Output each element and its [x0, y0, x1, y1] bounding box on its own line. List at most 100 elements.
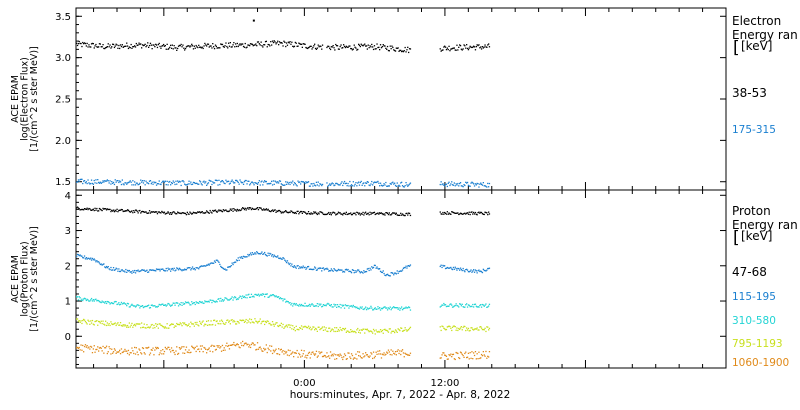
data-point: [97, 210, 99, 212]
data-point: [228, 348, 231, 350]
data-point: [391, 272, 393, 274]
data-point: [246, 256, 248, 258]
data-point: [136, 323, 138, 325]
data-point: [169, 324, 171, 327]
data-point: [278, 41, 281, 43]
data-point: [185, 346, 188, 348]
data-point: [306, 326, 308, 329]
data-point: [278, 348, 280, 350]
data-point: [220, 180, 223, 182]
data-point: [358, 212, 361, 214]
data-point: [169, 268, 171, 270]
data-point: [302, 211, 304, 213]
data-point: [144, 353, 146, 355]
data-point: [488, 186, 490, 188]
data-point: [225, 345, 227, 347]
data-point: [242, 183, 245, 185]
data-point: [408, 328, 410, 331]
data-point: [361, 357, 363, 359]
data-point: [84, 42, 87, 45]
data-point: [379, 329, 382, 331]
data-point: [95, 320, 97, 322]
data-point: [136, 210, 138, 212]
data-point: [385, 329, 387, 331]
data-point: [234, 296, 236, 298]
data-point: [294, 41, 296, 44]
data-point: [200, 301, 202, 304]
data-point: [90, 182, 92, 185]
data-point: [335, 182, 337, 185]
data-point: [296, 45, 298, 47]
data-point: [243, 321, 246, 323]
data-point: [248, 293, 250, 295]
data-point: [444, 265, 446, 267]
data-point: [325, 356, 327, 358]
data-point: [345, 268, 347, 270]
data-point: [327, 185, 329, 187]
y-tick-label: 0: [65, 332, 71, 343]
data-point: [121, 179, 123, 181]
data-point: [442, 211, 444, 214]
data-point: [287, 301, 289, 303]
data-point: [439, 183, 441, 186]
data-point: [310, 183, 312, 185]
data-point: [348, 185, 350, 187]
series-1060-1900: [76, 340, 491, 361]
data-point: [356, 211, 358, 213]
data-point: [474, 328, 477, 330]
data-point: [256, 348, 258, 351]
data-point: [90, 179, 93, 181]
data-point: [488, 211, 490, 213]
data-point: [195, 267, 197, 269]
data-point: [233, 319, 235, 322]
data-point: [385, 274, 387, 277]
data-point: [354, 183, 356, 186]
data-point: [202, 351, 204, 353]
data-point: [122, 210, 124, 213]
data-point: [204, 182, 206, 184]
data-point: [242, 340, 244, 343]
data-point: [253, 184, 255, 186]
data-point: [97, 261, 99, 263]
data-point: [382, 44, 384, 46]
data-point: [344, 182, 347, 185]
data-point: [384, 306, 386, 308]
data-point: [347, 46, 349, 48]
data-point: [99, 263, 101, 266]
data-point: [93, 258, 95, 260]
data-point: [191, 43, 193, 45]
data-point: [177, 305, 180, 307]
data-point: [235, 323, 237, 325]
data-point: [280, 212, 282, 214]
data-point: [332, 45, 334, 47]
data-point: [310, 353, 312, 355]
legend-entry: 310-580: [732, 315, 776, 327]
data-point: [381, 46, 383, 48]
data-point: [469, 329, 471, 332]
data-point: [290, 353, 292, 355]
data-point: [102, 345, 104, 348]
data-point: [271, 345, 273, 347]
data-point: [247, 180, 249, 182]
data-point: [159, 323, 161, 325]
data-point: [314, 354, 316, 356]
data-point: [460, 352, 462, 354]
data-point: [377, 331, 379, 333]
data-point: [88, 346, 90, 348]
data-point: [395, 47, 397, 49]
data-point: [445, 355, 448, 357]
data-point: [279, 42, 282, 44]
data-point: [251, 321, 253, 323]
data-point: [388, 308, 390, 310]
data-point: [211, 262, 213, 264]
data-point: [168, 268, 170, 271]
data-point: [361, 44, 363, 46]
data-point: [82, 257, 84, 259]
data-point: [112, 43, 115, 46]
data-point: [329, 183, 331, 185]
data-point: [180, 184, 182, 187]
data-point: [335, 304, 337, 306]
data-point: [150, 304, 152, 306]
data-point: [462, 186, 464, 188]
data-point: [100, 182, 102, 184]
